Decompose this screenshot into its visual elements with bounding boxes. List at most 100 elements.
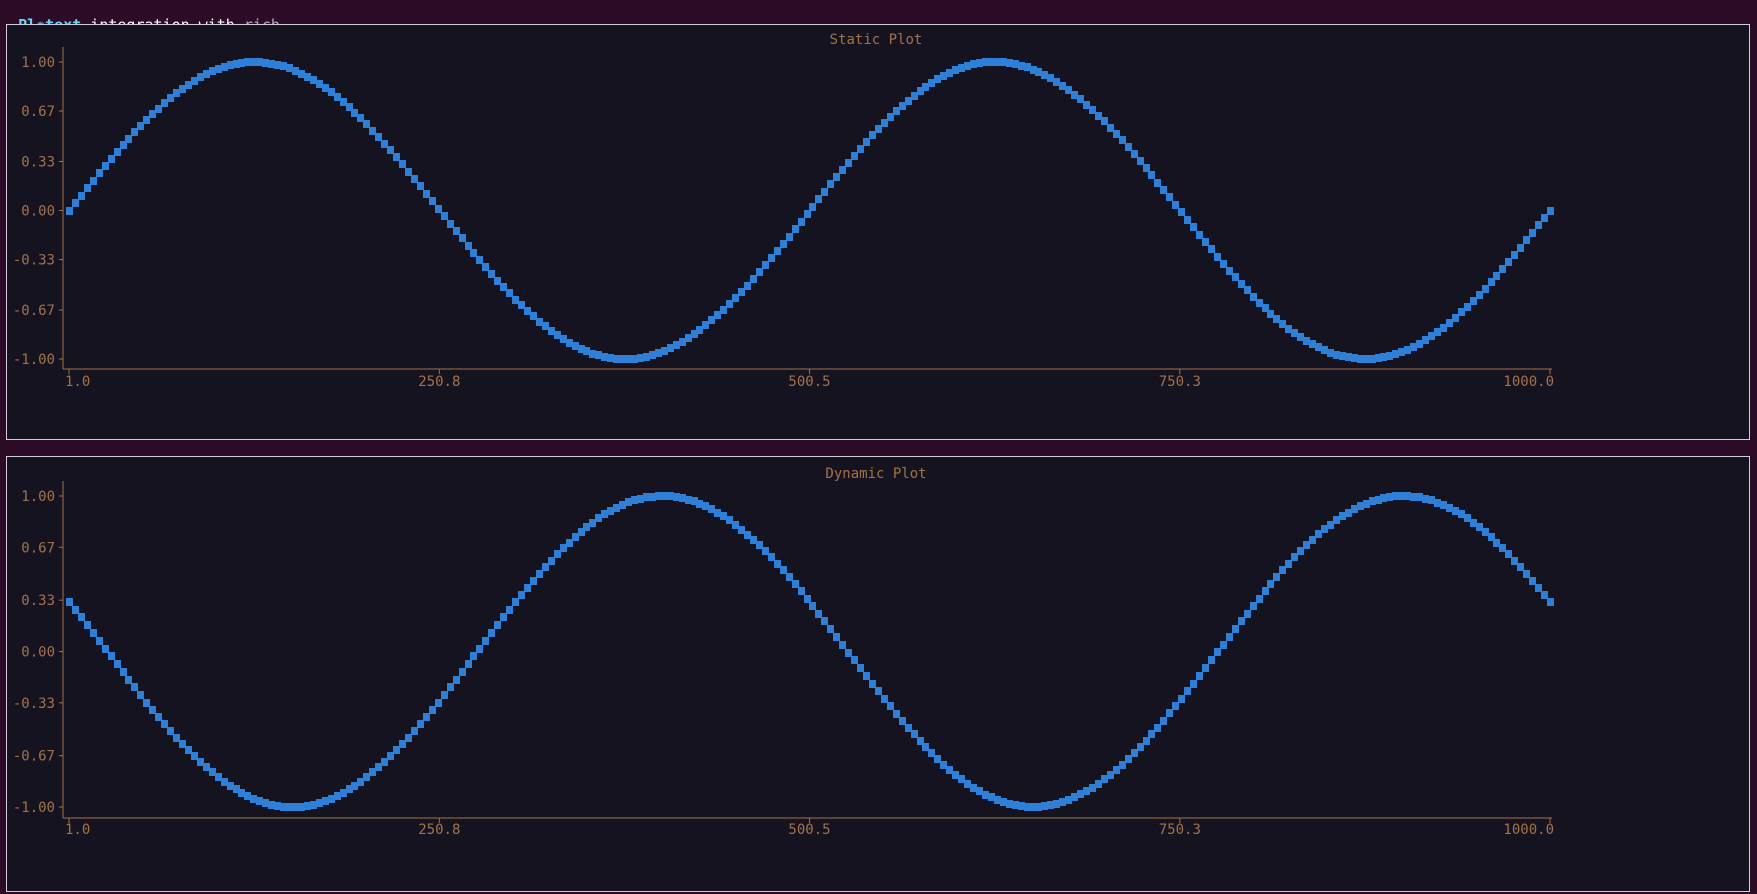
dynamic-data-point bbox=[453, 676, 460, 684]
static-data-point bbox=[839, 166, 846, 174]
static-data-point bbox=[976, 59, 983, 67]
static-data-point bbox=[643, 353, 650, 361]
static-data-point bbox=[1006, 59, 1013, 67]
static-data-point bbox=[1369, 355, 1376, 363]
static-data-point bbox=[120, 141, 127, 149]
static-data-point bbox=[1392, 350, 1399, 358]
dynamic-data-point bbox=[90, 629, 97, 637]
dynamic-data-point bbox=[203, 763, 210, 771]
static-data-point bbox=[917, 87, 924, 95]
static-data-point bbox=[1339, 352, 1346, 360]
static-data-point bbox=[1125, 143, 1132, 151]
static-x-tick-label: 750.3 bbox=[1159, 374, 1201, 390]
static-data-point bbox=[125, 135, 132, 143]
static-data-point bbox=[286, 64, 293, 72]
dynamic-data-point bbox=[238, 789, 245, 797]
static-data-point bbox=[595, 351, 602, 359]
static-data-point bbox=[1541, 214, 1548, 222]
static-data-point bbox=[589, 350, 596, 358]
dynamic-data-point bbox=[470, 652, 477, 660]
dynamic-data-point bbox=[1077, 790, 1084, 798]
dynamic-data-point bbox=[494, 621, 501, 629]
dynamic-data-point bbox=[542, 563, 549, 571]
dynamic-data-point bbox=[738, 526, 745, 534]
dynamic-data-point bbox=[1250, 602, 1257, 610]
static-y-tick-label: -1.00 bbox=[13, 352, 55, 368]
dynamic-data-point bbox=[369, 768, 376, 776]
static-data-point bbox=[1321, 346, 1328, 354]
static-data-point bbox=[702, 321, 709, 329]
dynamic-data-point bbox=[566, 539, 573, 547]
static-data-point bbox=[613, 355, 620, 363]
static-data-point bbox=[512, 296, 519, 304]
static-data-point bbox=[1244, 286, 1251, 294]
static-plot-panel: Static Plot 1.00 0.67 0.33 0.00 -0.33 -0.67 -1.… bbox=[6, 24, 1750, 440]
dynamic-data-point bbox=[1380, 494, 1387, 502]
dynamic-data-point bbox=[673, 493, 680, 501]
dynamic-data-point bbox=[774, 560, 781, 568]
dynamic-data-point bbox=[881, 695, 888, 703]
dynamic-data-point bbox=[922, 743, 929, 751]
dynamic-data-point bbox=[506, 606, 513, 614]
dynamic-data-point bbox=[726, 516, 733, 524]
static-data-point bbox=[310, 76, 317, 84]
dynamic-data-point bbox=[197, 758, 204, 766]
dynamic-data-point bbox=[1024, 803, 1031, 811]
static-data-point bbox=[988, 58, 995, 66]
static-data-point bbox=[786, 233, 793, 241]
dynamic-data-point bbox=[1137, 743, 1144, 751]
dynamic-data-point bbox=[1529, 577, 1536, 585]
dynamic-data-point bbox=[518, 591, 525, 599]
dynamic-data-point bbox=[1321, 525, 1328, 533]
dynamic-data-point bbox=[1297, 547, 1304, 555]
dynamic-data-point bbox=[905, 724, 912, 732]
dynamic-data-point bbox=[815, 610, 822, 618]
static-data-point bbox=[911, 92, 918, 100]
static-data-point bbox=[1160, 186, 1167, 194]
static-data-point bbox=[1517, 244, 1524, 252]
dynamic-data-point bbox=[1059, 798, 1066, 806]
dynamic-data-point bbox=[1273, 573, 1280, 581]
dynamic-y-tick-label: 0.33 bbox=[21, 593, 55, 609]
dynamic-data-point bbox=[1535, 584, 1542, 592]
static-data-point bbox=[197, 73, 204, 81]
dynamic-data-point bbox=[869, 680, 876, 688]
static-data-point bbox=[387, 146, 394, 154]
static-data-point bbox=[583, 347, 590, 355]
static-data-point bbox=[1523, 236, 1530, 244]
static-data-point bbox=[1398, 348, 1405, 356]
static-data-point bbox=[815, 195, 822, 203]
dynamic-data-point bbox=[1476, 523, 1483, 531]
static-data-point bbox=[1000, 58, 1007, 66]
static-data-point bbox=[143, 116, 150, 124]
dynamic-data-point bbox=[970, 784, 977, 792]
dynamic-data-point bbox=[768, 553, 775, 561]
static-data-point bbox=[756, 268, 763, 276]
dynamic-data-point bbox=[465, 660, 472, 668]
dynamic-data-point bbox=[1083, 787, 1090, 795]
static-data-point bbox=[1428, 332, 1435, 340]
static-y-tick-label: 0.67 bbox=[21, 104, 55, 120]
static-data-point bbox=[167, 94, 174, 102]
dynamic-data-point bbox=[613, 504, 620, 512]
dynamic-data-point bbox=[1410, 493, 1417, 501]
dynamic-data-point bbox=[1470, 519, 1477, 527]
dynamic-data-point bbox=[381, 758, 388, 766]
static-data-point bbox=[1089, 106, 1096, 114]
static-data-point bbox=[1137, 157, 1144, 165]
dynamic-data-point bbox=[1143, 737, 1150, 745]
dynamic-data-point bbox=[583, 523, 590, 531]
static-data-point bbox=[750, 275, 757, 283]
dynamic-data-point bbox=[833, 633, 840, 641]
dynamic-data-point bbox=[114, 660, 121, 668]
dynamic-y-tick-label: 1.00 bbox=[21, 489, 55, 505]
dynamic-data-point bbox=[268, 801, 275, 809]
dynamic-data-point bbox=[1517, 563, 1524, 571]
dynamic-data-point bbox=[417, 720, 424, 728]
dynamic-data-point bbox=[1047, 801, 1054, 809]
static-data-point bbox=[887, 113, 894, 121]
static-data-point bbox=[1154, 179, 1161, 187]
static-data-point bbox=[179, 85, 186, 93]
dynamic-data-point bbox=[595, 514, 602, 522]
dynamic-data-point bbox=[1416, 493, 1423, 501]
